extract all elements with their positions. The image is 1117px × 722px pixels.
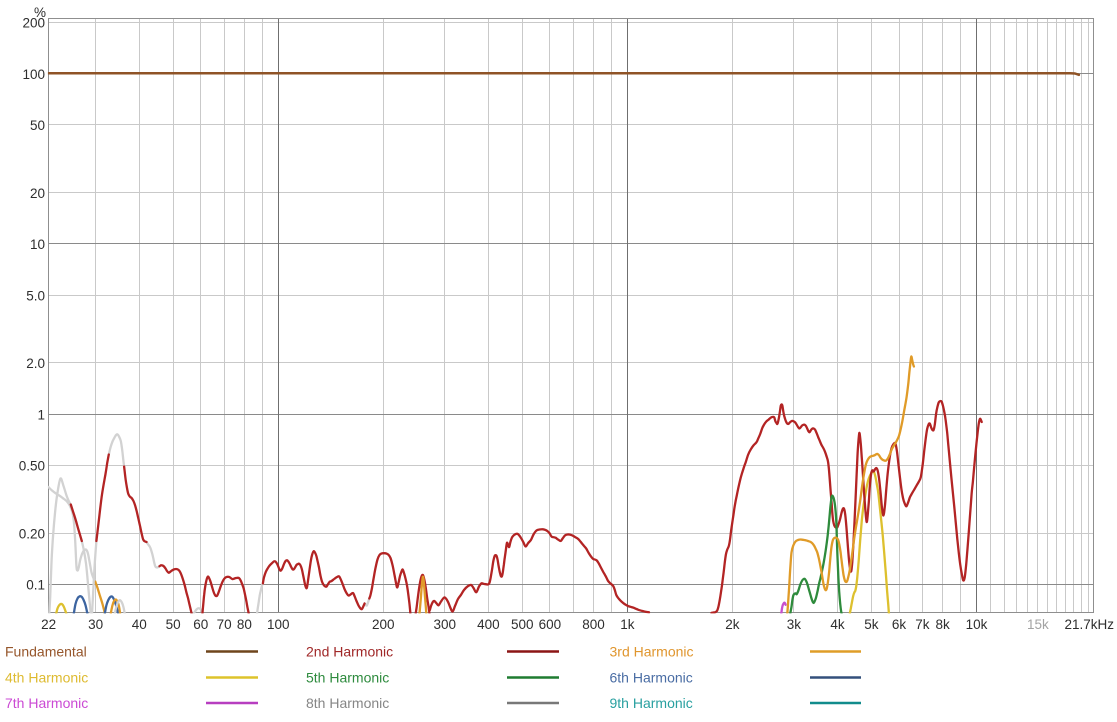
svg-text:4th Harmonic: 4th Harmonic [5, 670, 88, 686]
svg-text:2nd Harmonic: 2nd Harmonic [306, 644, 393, 660]
svg-text:%: % [34, 5, 46, 20]
svg-text:7th Harmonic: 7th Harmonic [5, 695, 88, 711]
svg-text:80: 80 [237, 617, 252, 632]
svg-text:3k: 3k [787, 617, 802, 632]
svg-text:600: 600 [539, 617, 562, 632]
svg-text:2k: 2k [725, 617, 740, 632]
svg-text:2.0: 2.0 [26, 356, 45, 371]
svg-text:8k: 8k [935, 617, 950, 632]
svg-text:Fundamental: Fundamental [5, 644, 87, 660]
svg-text:15k: 15k [1027, 617, 1049, 632]
svg-text:4k: 4k [830, 617, 845, 632]
svg-text:30: 30 [88, 617, 103, 632]
svg-text:7k: 7k [915, 617, 930, 632]
svg-text:0.1: 0.1 [26, 578, 45, 593]
svg-text:8th Harmonic: 8th Harmonic [306, 695, 389, 711]
svg-text:5.0: 5.0 [26, 288, 45, 303]
svg-text:20: 20 [30, 186, 45, 201]
svg-text:200: 200 [22, 16, 45, 31]
svg-text:100: 100 [267, 617, 290, 632]
svg-text:500: 500 [511, 617, 534, 632]
svg-text:70: 70 [217, 617, 232, 632]
svg-text:9th Harmonic: 9th Harmonic [610, 695, 693, 711]
svg-text:10: 10 [30, 237, 45, 252]
svg-text:0.50: 0.50 [19, 459, 45, 474]
svg-text:5th Harmonic: 5th Harmonic [306, 670, 389, 686]
svg-text:800: 800 [582, 617, 605, 632]
svg-text:50: 50 [166, 617, 181, 632]
svg-text:300: 300 [434, 617, 457, 632]
svg-text:100: 100 [22, 67, 45, 82]
svg-text:5k: 5k [864, 617, 879, 632]
svg-text:50: 50 [30, 118, 45, 133]
svg-text:1: 1 [37, 407, 45, 422]
svg-text:21.7kHz: 21.7kHz [1064, 617, 1114, 632]
svg-text:3rd Harmonic: 3rd Harmonic [610, 644, 694, 660]
svg-text:200: 200 [372, 617, 395, 632]
svg-text:1k: 1k [620, 617, 635, 632]
svg-text:6k: 6k [892, 617, 907, 632]
svg-text:40: 40 [132, 617, 147, 632]
svg-text:22: 22 [41, 617, 56, 632]
svg-text:60: 60 [193, 617, 208, 632]
svg-text:0.20: 0.20 [19, 526, 45, 541]
svg-text:400: 400 [477, 617, 500, 632]
svg-text:10k: 10k [966, 617, 988, 632]
svg-text:6th Harmonic: 6th Harmonic [610, 670, 693, 686]
